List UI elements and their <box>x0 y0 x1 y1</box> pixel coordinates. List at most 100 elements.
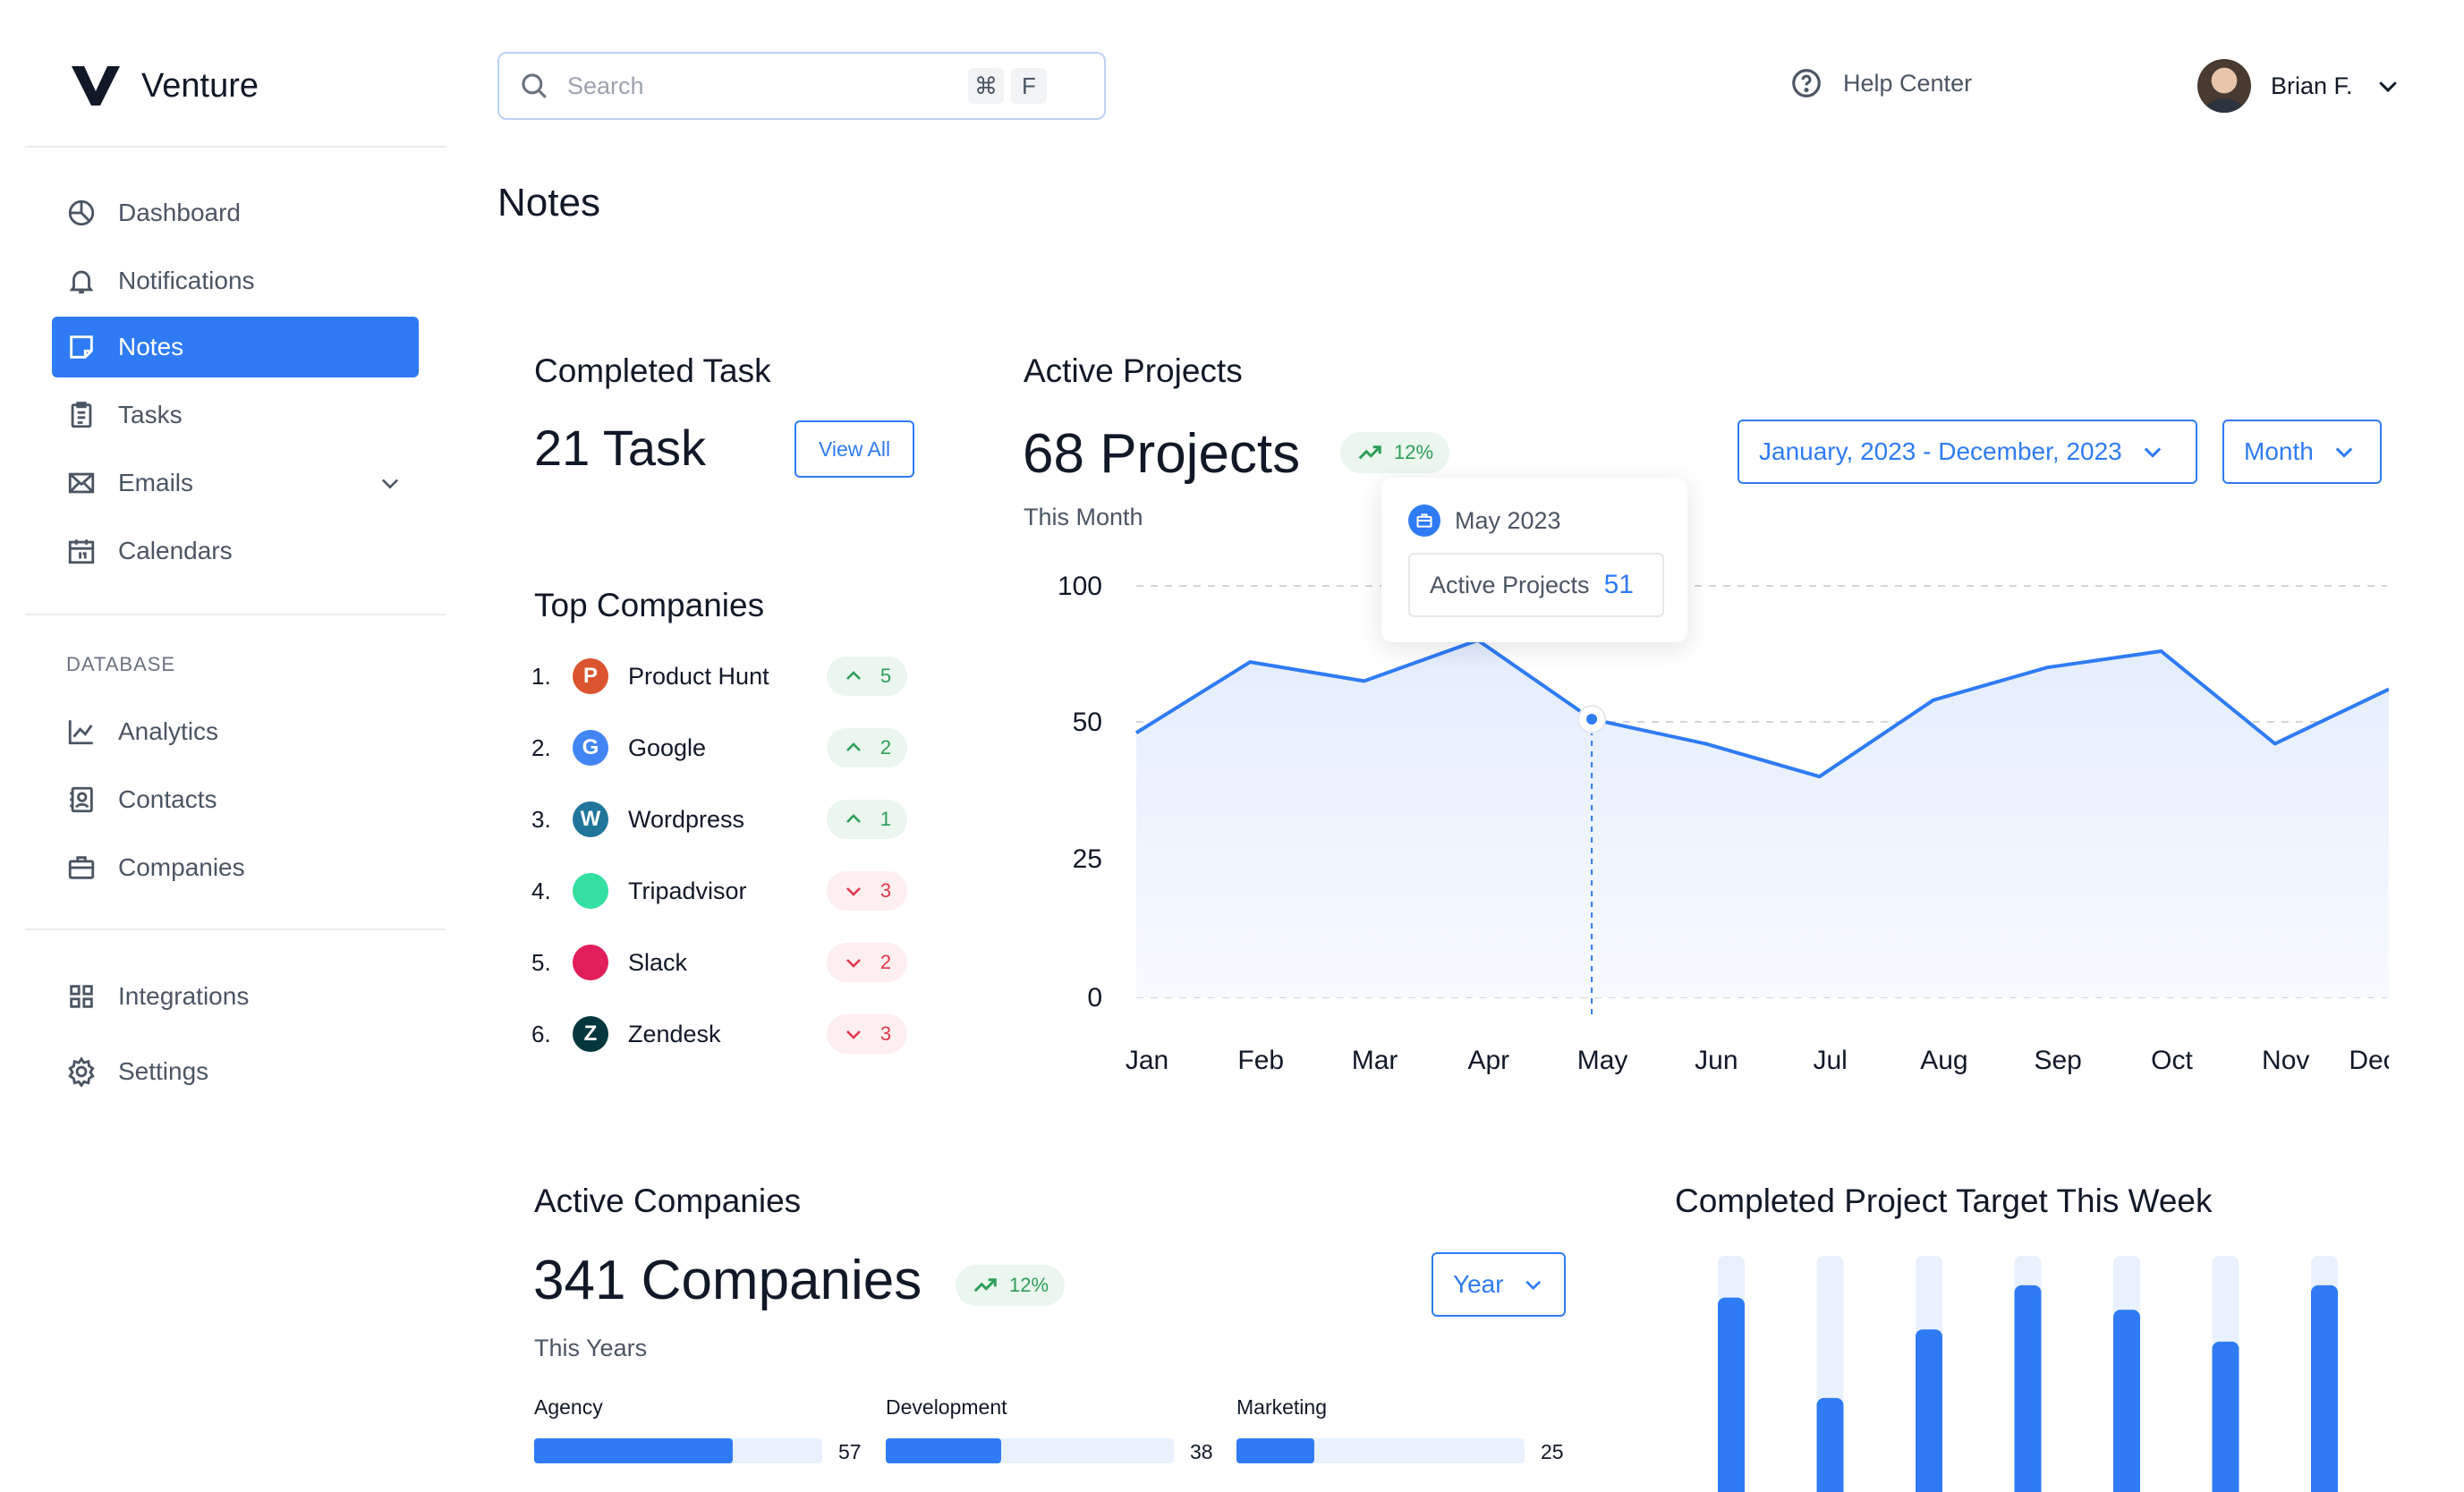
rank-change-value: 2 <box>879 736 892 759</box>
active-projects-chart[interactable]: 100 50 25 0 Jan Feb Mar Apr May Jun Jul Aug Sep Oct No… <box>1011 546 2389 1100</box>
category-progress-fill <box>534 1438 734 1463</box>
category-label: Agency <box>534 1395 603 1419</box>
chevron-down-icon <box>1525 1280 1541 1291</box>
gear-icon <box>66 1056 97 1087</box>
data-point[interactable] <box>1817 774 1823 779</box>
sidebar-divider <box>25 928 446 930</box>
sidebar-item-dashboard[interactable]: Dashboard <box>52 182 419 243</box>
rank-change-value: 2 <box>879 951 892 973</box>
company-name: Zendesk <box>628 1020 721 1047</box>
company-row[interactable]: 1. P Product Hunt 5 <box>531 654 907 699</box>
date-range-select[interactable]: January, 2023 - December, 2023 <box>1738 420 2197 484</box>
completed-task-title: Completed Task <box>534 352 771 389</box>
analytics-icon <box>66 716 97 747</box>
chevron-down-icon[interactable] <box>2375 72 2401 99</box>
data-point[interactable] <box>1931 698 1936 703</box>
clipboard-icon <box>66 400 97 430</box>
view-all-button[interactable]: View All <box>794 420 914 478</box>
bar[interactable] <box>2212 1341 2239 1492</box>
company-row[interactable]: 2. G Google 2 <box>531 725 907 770</box>
company-rank: 3. <box>531 805 551 833</box>
sidebar-item-contacts[interactable]: Contacts <box>52 769 419 830</box>
month-select[interactable]: Month <box>2222 420 2382 484</box>
series-line <box>1134 638 2389 779</box>
category-progress-track <box>1236 1438 1525 1463</box>
bar[interactable] <box>1718 1297 1745 1492</box>
bar[interactable] <box>2014 1284 2042 1492</box>
data-point[interactable] <box>2044 665 2050 670</box>
sidebar-item-notifications[interactable]: Notifications <box>52 250 419 311</box>
search-input[interactable] <box>567 72 961 100</box>
sidebar-item-label: Contacts <box>118 785 217 813</box>
month-select-label: Month <box>2244 437 2314 465</box>
briefcase-icon <box>66 852 97 883</box>
search-icon <box>519 71 549 101</box>
sidebar-item-label: Integrations <box>118 982 250 1010</box>
data-point[interactable] <box>1703 741 1708 746</box>
data-point[interactable] <box>1247 659 1253 665</box>
bar[interactable] <box>1816 1397 1844 1492</box>
data-point[interactable] <box>2158 649 2163 654</box>
help-center-link[interactable]: Help Center <box>1789 66 1972 100</box>
y-tick-label: 100 <box>1058 572 1102 601</box>
chart-tooltip: May 2023 Active Projects 51 <box>1381 478 1687 642</box>
year-select[interactable]: Year <box>1432 1252 1566 1317</box>
x-tick-label: Jun <box>1695 1046 1738 1075</box>
date-range-label: January, 2023 - December, 2023 <box>1759 437 2122 465</box>
user-menu[interactable]: Brian F. <box>2197 59 2401 113</box>
slack-logo-icon <box>573 945 608 980</box>
data-point[interactable] <box>1362 678 1367 683</box>
chevron-up-icon <box>845 814 861 823</box>
company-row[interactable]: 5. Slack 2 <box>531 940 907 985</box>
y-tick-label: 25 <box>1073 844 1102 874</box>
data-point[interactable] <box>1589 716 1594 722</box>
sidebar-item-notes[interactable]: Notes <box>52 317 419 377</box>
sidebar-item-companies[interactable]: Companies <box>52 837 419 898</box>
calendar-icon <box>66 536 97 566</box>
sidebar-item-label: Analytics <box>118 717 219 745</box>
active-companies-title: Active Companies <box>534 1183 802 1219</box>
sidebar-item-tasks[interactable]: Tasks <box>52 385 419 445</box>
bar[interactable] <box>1916 1329 1942 1492</box>
category-progress-fill <box>1236 1438 1314 1463</box>
chevron-down-icon[interactable] <box>378 470 403 502</box>
company-row[interactable]: 4. Tripadvisor 3 <box>531 869 907 913</box>
help-center-label: Help Center <box>1843 69 1973 97</box>
help-icon <box>1792 69 1821 97</box>
rank-change-value: 5 <box>879 665 892 687</box>
rank-change-badge: 1 <box>827 800 907 839</box>
projects-trend-value: 12% <box>1394 441 1434 463</box>
sidebar-item-analytics[interactable]: Analytics <box>52 701 419 762</box>
y-tick-label: 0 <box>1087 983 1102 1013</box>
zendesk-logo-icon: Z <box>573 1016 608 1052</box>
active-projects-title: Active Projects <box>1024 352 1243 389</box>
company-category: Web Development <box>1236 1488 1568 1492</box>
bar[interactable] <box>2311 1284 2338 1492</box>
company-name: Product Hunt <box>628 662 769 690</box>
chevron-down-icon <box>2335 447 2353 458</box>
sidebar-item-label: Calendars <box>118 537 233 564</box>
sidebar-item-calendars[interactable]: Calendars <box>52 521 419 581</box>
company-row[interactable]: 6. Z Zendesk 3 <box>531 1012 907 1056</box>
trending-up-icon <box>973 1278 997 1293</box>
companies-trend-value: 12% <box>1009 1274 1049 1296</box>
sidebar-item-emails[interactable]: Emails <box>52 453 419 513</box>
app-logo[interactable]: Venture <box>70 64 259 107</box>
sidebar-item-label: Dashboard <box>118 199 241 226</box>
bar[interactable] <box>2113 1310 2140 1492</box>
company-rank: 2. <box>531 733 551 761</box>
y-tick-label: 50 <box>1073 708 1102 737</box>
x-tick-label: Aug <box>1920 1046 1967 1075</box>
active-companies-value: 341 Companies <box>533 1250 922 1311</box>
sidebar-item-settings[interactable]: Settings <box>52 1041 419 1102</box>
database-section-label: DATABASE <box>66 653 176 675</box>
highlight-point-dot <box>1586 713 1598 725</box>
company-rank: 5. <box>531 948 551 976</box>
company-row[interactable]: 3. W Wordpress 1 <box>531 797 907 842</box>
data-point[interactable] <box>2273 741 2278 746</box>
sidebar-item-integrations[interactable]: Integrations <box>52 966 419 1027</box>
category-progress-track <box>534 1438 822 1463</box>
data-point[interactable] <box>1134 730 1139 735</box>
company-category: Communication <box>886 1488 1217 1492</box>
search-box[interactable]: ⌘ F <box>497 52 1106 120</box>
